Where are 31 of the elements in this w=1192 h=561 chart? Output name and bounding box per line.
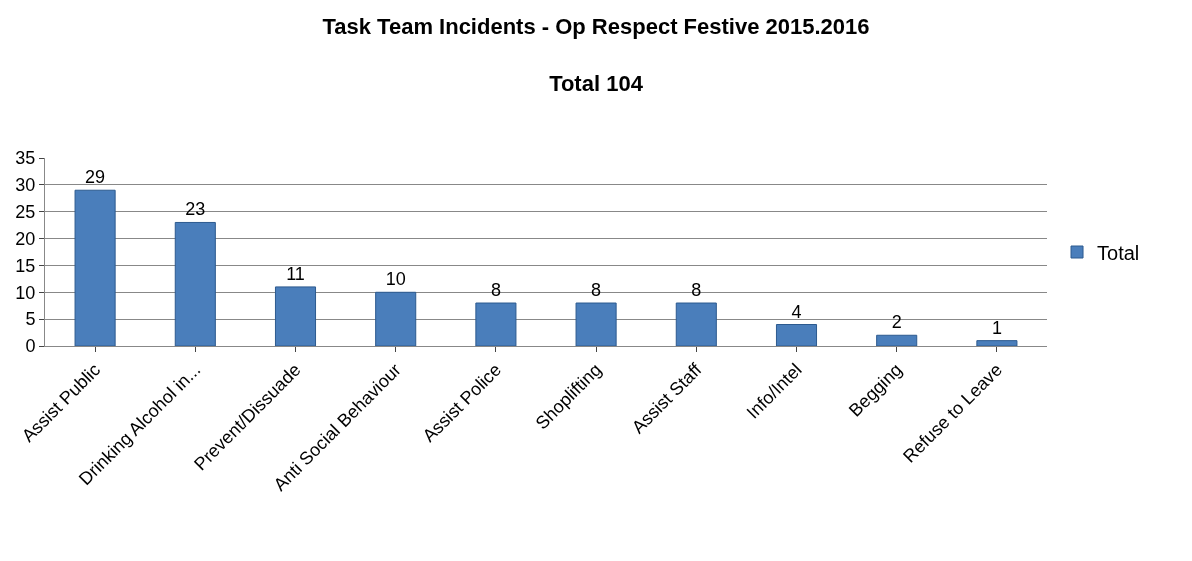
data-label: 2 [891,312,902,333]
y-tick-label: 25 [15,202,36,223]
y-tick-label: 10 [15,282,36,303]
bar [475,302,517,346]
bar [274,286,317,346]
bar [775,324,818,346]
bar [876,334,918,346]
legend-label: Total [1097,241,1140,264]
data-label: 1 [991,317,1002,338]
chart-subtitle: Total 104 [549,70,644,96]
data-label: 29 [85,167,106,188]
y-tick-label: 5 [25,309,36,330]
data-label: 11 [286,263,305,284]
bar [375,291,417,346]
y-tick-label: 20 [15,228,36,249]
data-label: 10 [385,269,406,290]
data-label: 23 [185,199,206,220]
bar [575,302,617,346]
data-label: 8 [591,280,602,301]
y-tick-label: 15 [15,255,36,276]
data-label: 8 [490,280,501,301]
data-label: 8 [691,280,702,301]
data-label: 4 [791,301,802,322]
bar [976,340,1018,346]
bar [174,221,216,346]
y-tick-label: 30 [15,175,36,196]
y-tick-label: 35 [15,148,36,169]
bar [74,189,116,346]
y-tick-label: 0 [25,336,36,357]
bar [675,302,717,346]
chart-title: Task Team Incidents - Op Respect Festive 2015.2016 [322,13,870,39]
